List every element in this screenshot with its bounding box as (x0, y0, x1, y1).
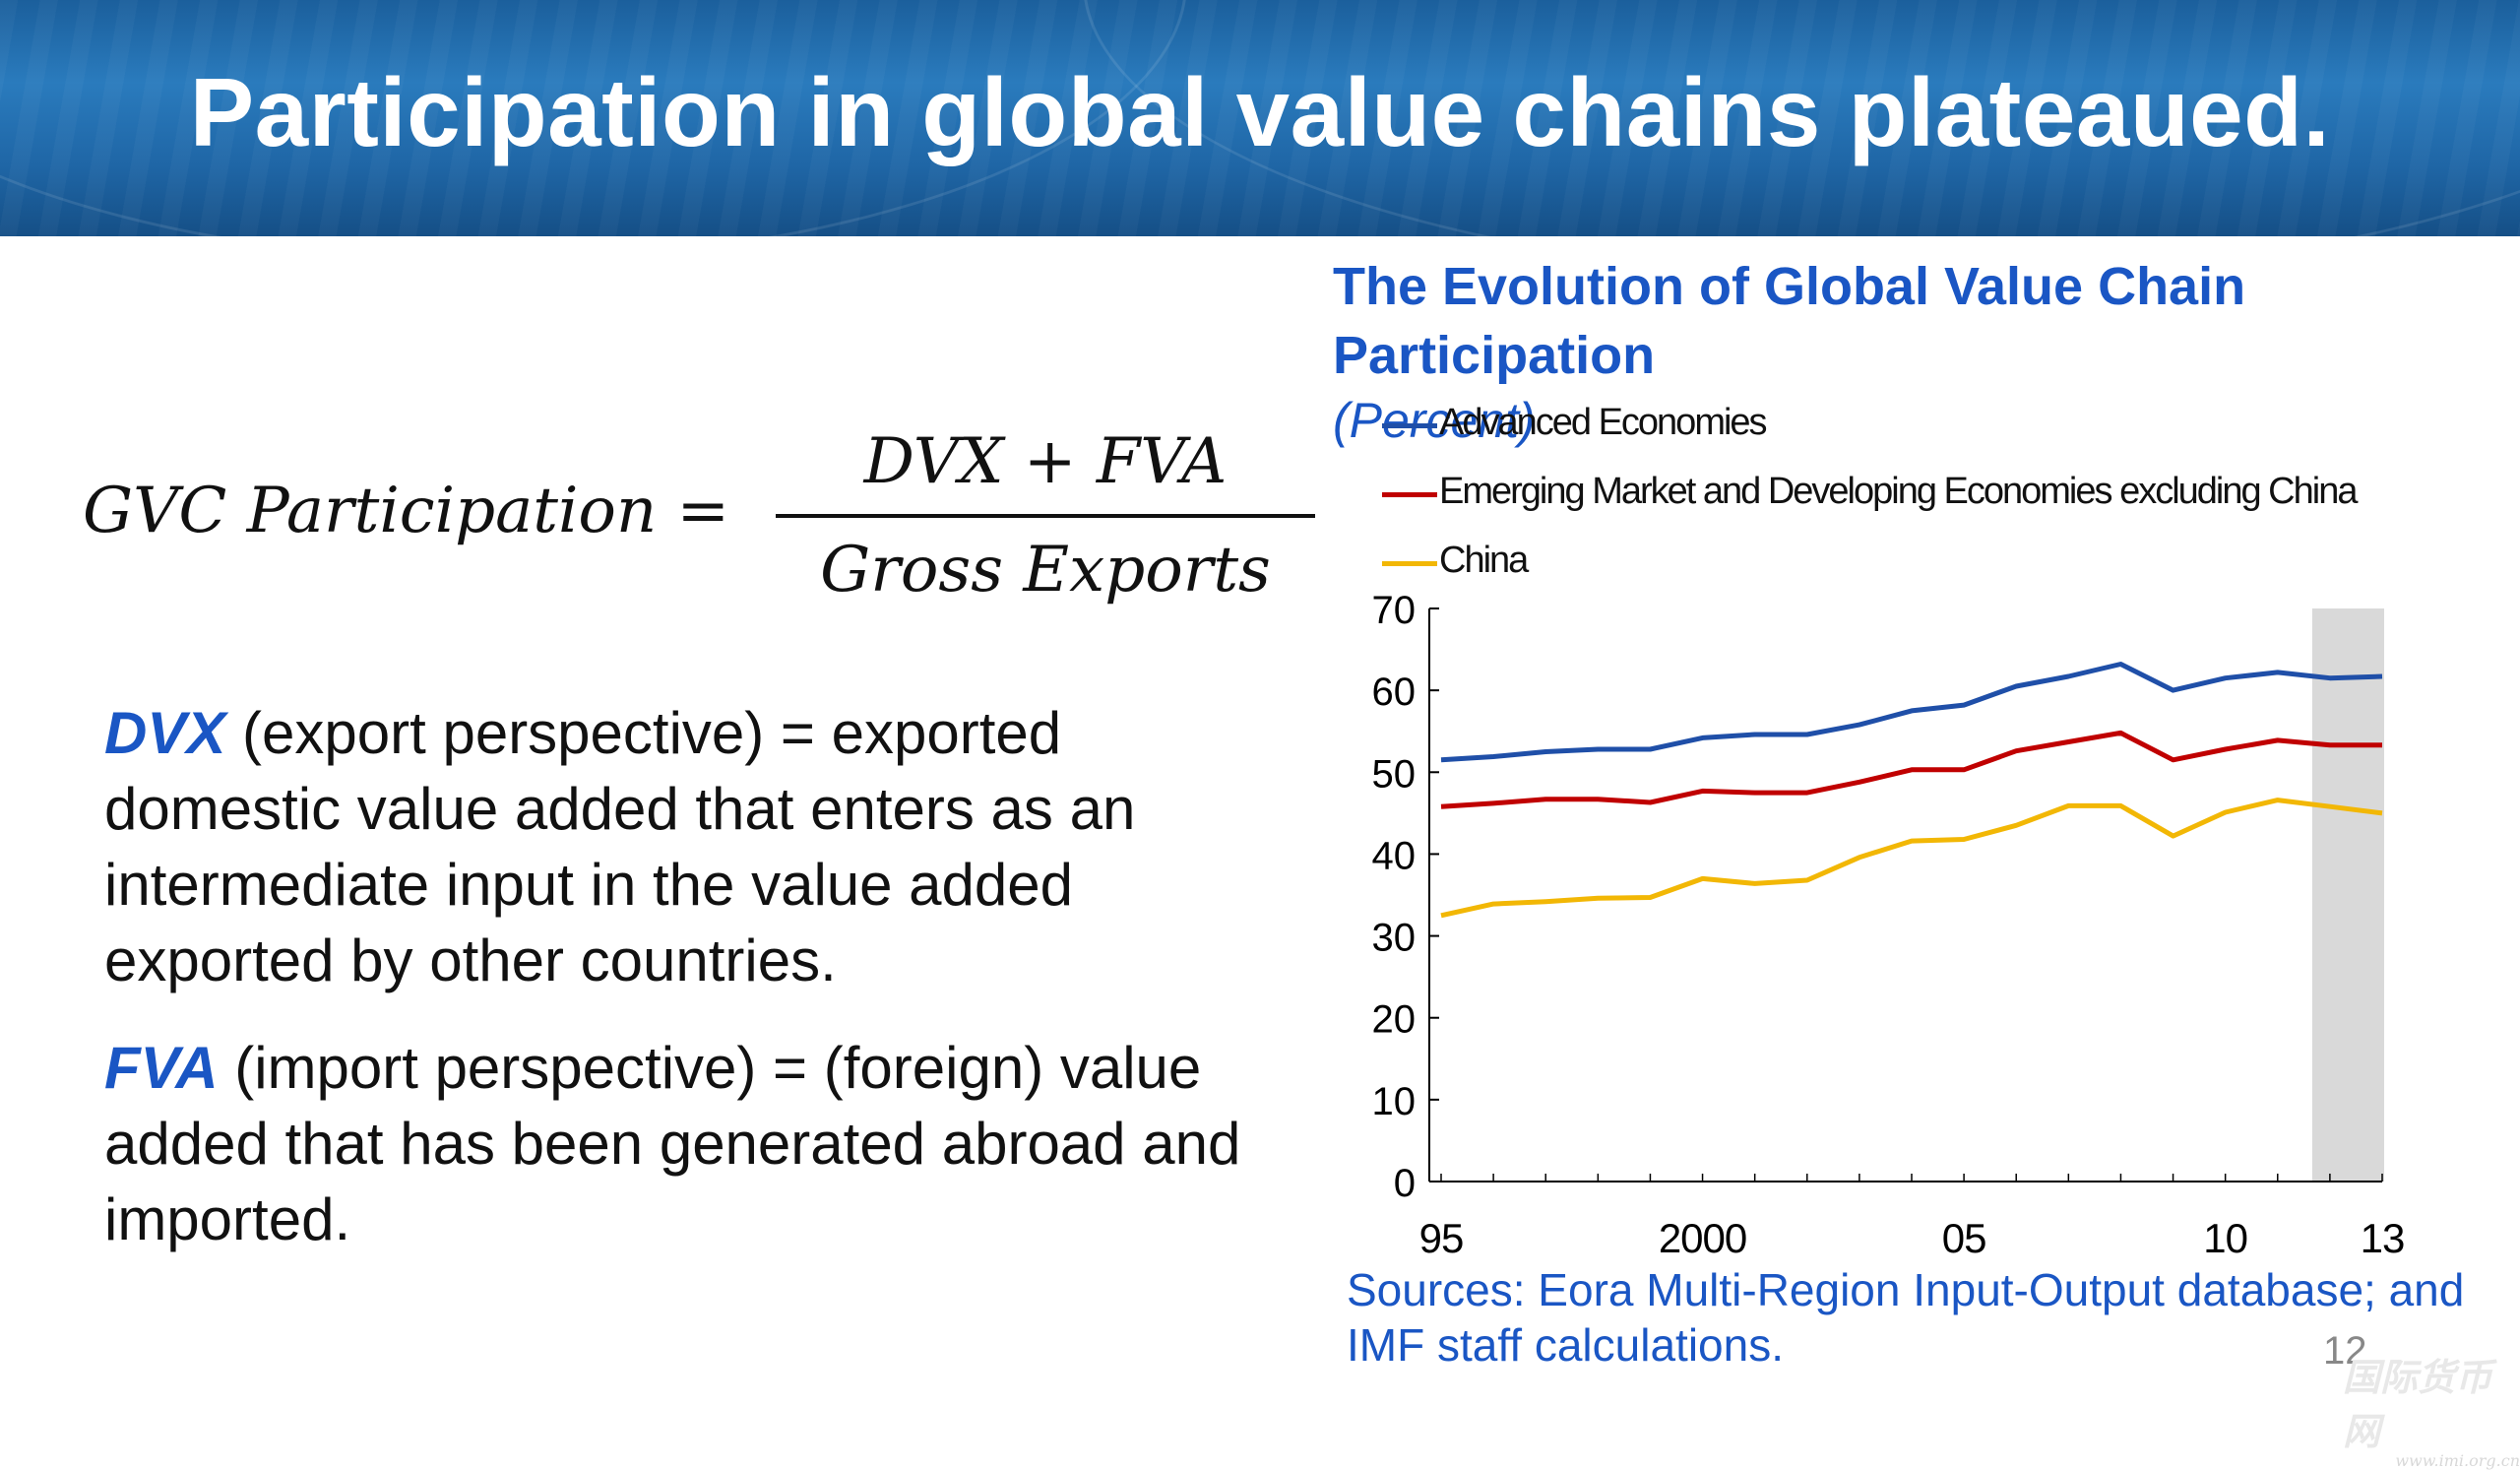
chart-title: The Evolution of Global Value Chain Part… (1333, 257, 2246, 385)
y-tick-label: 60 (1372, 671, 1417, 714)
y-tick-label: 0 (1394, 1162, 1416, 1205)
series-line-advanced (1440, 662, 2383, 763)
x-tick-label: 05 (1942, 1215, 1986, 1260)
fraction-bar (776, 514, 1315, 518)
chart-sources: Sources: Eora Multi-Region Input-Output … (1347, 1264, 2465, 1371)
y-tick-label: 70 (1372, 591, 1417, 632)
term-dvx: DVX (104, 700, 226, 766)
definition-fva: FVA (import perspective) = (foreign) val… (104, 1030, 1266, 1257)
y-tick-label: 40 (1372, 834, 1417, 877)
legend-swatch-emerging (1382, 492, 1437, 497)
legend-label-emerging: Emerging Market and Developing Economies… (1439, 471, 2358, 512)
legend-label-advanced: Advanced Economies (1439, 402, 1768, 443)
formula-denominator: Gross Exports (820, 534, 1271, 607)
y-tick-label: 30 (1372, 917, 1417, 960)
legend-swatch-advanced (1382, 423, 1437, 428)
y-tick-label: 10 (1372, 1080, 1417, 1123)
formula-numerator: DVX + FVA (863, 425, 1228, 498)
y-tick-label: 50 (1372, 752, 1417, 796)
slide-title: Participation in global value chains pla… (189, 58, 2331, 166)
projection-shaded-region (2311, 608, 2384, 1182)
watermark-text: 国际货币网 (2343, 1355, 2493, 1453)
x-tick-label: 13 (2361, 1215, 2405, 1260)
watermark-url: www.imi.org.cn (2395, 1451, 2520, 1470)
definition-fva-text: (import perspective) = (foreign) value a… (104, 1035, 1241, 1252)
y-tick-label: 20 (1372, 998, 1417, 1042)
definition-dvx-text: (export perspective) = exported domestic… (104, 700, 1136, 993)
definitions: DVX (export perspective) = exported dome… (104, 695, 1266, 1289)
legend-swatch-china (1382, 561, 1437, 566)
formula-fraction: DVX + FVA Gross Exports (776, 425, 1315, 607)
title-banner: Participation in global value chains pla… (0, 0, 2520, 236)
term-fva: FVA (104, 1035, 219, 1101)
chart-subtitle: (Percent) (1333, 393, 1536, 448)
line-chart: 0 10 20 30 40 50 60 70 95 2000 05 10 13 (1372, 591, 2406, 1260)
page-number: 12 (2323, 1329, 2367, 1373)
definition-dvx: DVX (export perspective) = exported dome… (104, 695, 1266, 998)
x-tick-label: 2000 (1659, 1215, 1746, 1260)
formula-lhs: GVC Participation = (83, 475, 730, 547)
x-tick-label: 10 (2203, 1215, 2247, 1260)
x-tick-label: 95 (1419, 1215, 1464, 1260)
series-line-emerging (1440, 730, 2382, 809)
legend-label-china: China (1439, 540, 1529, 581)
gvc-formula: GVC Participation = DVX + FVA Gross Expo… (83, 425, 1315, 622)
site-watermark-logo: 国际货币网 www.imi.org.cn (2343, 1347, 2520, 1470)
series-line-china (1440, 798, 2383, 919)
